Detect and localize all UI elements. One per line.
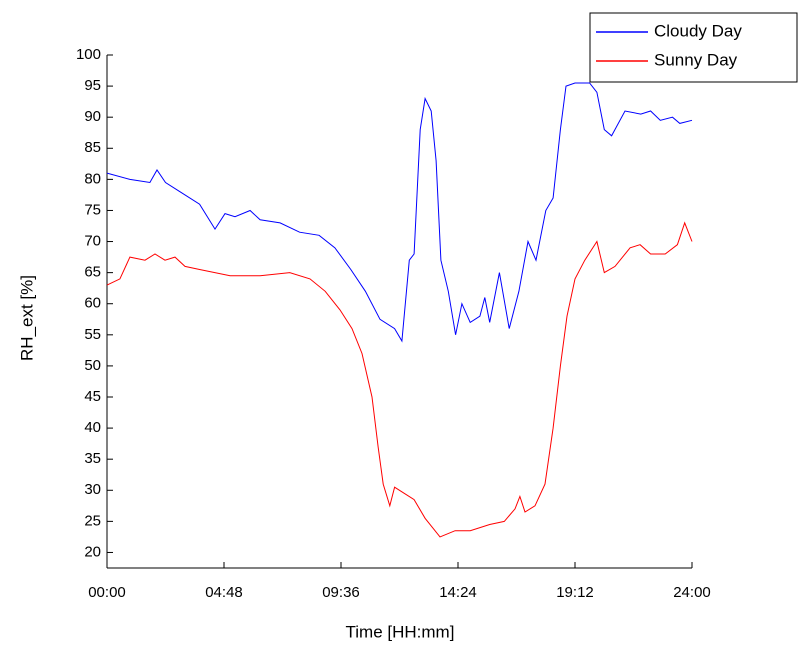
x-tick-label: 00:00 <box>88 584 126 601</box>
legend-label: Sunny Day <box>654 50 738 69</box>
x-tick-label: 19:12 <box>556 584 594 601</box>
y-tick-label: 20 <box>84 543 101 560</box>
y-tick-label: 80 <box>84 170 101 187</box>
y-tick-label: 60 <box>84 295 101 312</box>
y-tick-label: 70 <box>84 233 101 250</box>
y-tick-label: 30 <box>84 481 101 498</box>
legend-label: Cloudy Day <box>654 21 742 40</box>
y-tick-label: 25 <box>84 512 101 529</box>
x-axis-label: Time [HH:mm] <box>346 622 455 641</box>
y-tick-label: 35 <box>84 450 101 467</box>
y-tick-label: 90 <box>84 108 101 125</box>
series-line <box>106 221 693 538</box>
y-tick-label: 75 <box>84 201 101 218</box>
y-axis-label: RH_ext [%] <box>17 275 36 361</box>
y-tick-label: 95 <box>84 77 101 94</box>
legend-box <box>589 12 798 83</box>
y-tick-label: 50 <box>84 357 101 374</box>
series-line <box>106 82 693 343</box>
y-tick-label: 85 <box>84 139 101 156</box>
y-tick-label: 55 <box>84 326 101 343</box>
x-tick-label: 14:24 <box>439 584 477 601</box>
y-tick-label: 40 <box>84 419 101 436</box>
y-tick-label: 65 <box>84 264 101 281</box>
y-tick-label: 100 <box>76 46 101 63</box>
y-tick-label: 45 <box>84 388 101 405</box>
x-tick-label: 09:36 <box>322 584 360 601</box>
x-tick-label: 24:00 <box>673 584 711 601</box>
x-tick-label: 04:48 <box>205 584 243 601</box>
